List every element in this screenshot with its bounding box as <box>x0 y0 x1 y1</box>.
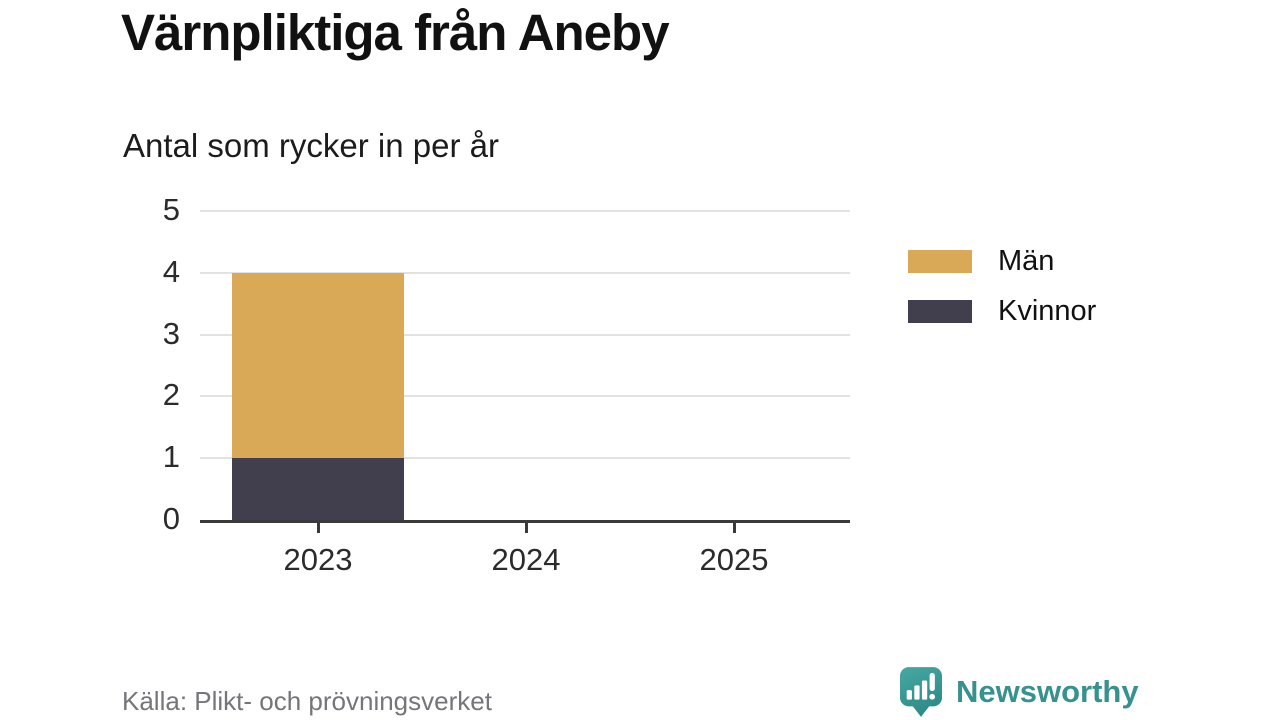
x-axis-tick <box>524 520 528 533</box>
logo-exclamation-stem <box>929 672 935 692</box>
logo-bar-small <box>906 690 912 700</box>
gridline <box>200 395 850 398</box>
y-tick-label: 1 <box>162 439 180 475</box>
logo-bar-large <box>921 680 928 700</box>
gridline <box>200 457 850 460</box>
x-tick-label: 2024 <box>491 542 561 577</box>
y-tick-label: 5 <box>162 192 180 227</box>
source-note: Källa: Plikt- och prövningsverket <box>122 686 492 716</box>
logo-speech-bubble <box>900 667 942 717</box>
x-tick-label: 2023 <box>283 542 353 577</box>
x-axis-tick <box>732 520 736 533</box>
bar-segment <box>232 272 404 459</box>
chart-title: Värnpliktiga från Aneby <box>121 4 670 61</box>
y-tick-label: 2 <box>162 377 180 413</box>
y-tick-label: 4 <box>162 253 180 289</box>
legend-item: Män <box>908 247 1096 276</box>
gridline <box>200 271 850 274</box>
gridline <box>200 333 850 336</box>
newsworthy-logo: Newsworthy <box>900 667 1139 717</box>
x-axis-tick <box>316 520 320 533</box>
legend-label: Män <box>998 245 1055 277</box>
legend-swatch <box>908 250 972 273</box>
x-tick-label: 2025 <box>699 542 769 577</box>
legend-label: Kvinnor <box>998 295 1097 327</box>
gridline <box>200 210 850 212</box>
legend-swatch <box>908 300 972 323</box>
legend: Män Kvinnor <box>908 247 1096 347</box>
y-tick-label: 0 <box>162 501 180 536</box>
chart-subtitle: Antal som rycker in per år <box>123 127 499 164</box>
logo-exclamation-dot <box>929 693 936 700</box>
plot-area: 2023 2024 2025 <box>200 210 850 577</box>
bar-segment <box>232 458 404 520</box>
newsworthy-chart-bubble-icon <box>900 667 942 717</box>
legend-item: Kvinnor <box>908 297 1096 326</box>
newsworthy-wordmark: Newsworthy <box>956 674 1139 709</box>
logo-bar-medium <box>914 685 920 700</box>
y-tick-label: 3 <box>162 315 180 351</box>
